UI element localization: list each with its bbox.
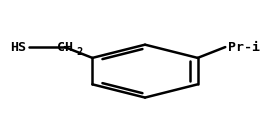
Text: Pr-i: Pr-i xyxy=(228,41,260,54)
Text: CH: CH xyxy=(57,41,73,54)
Text: 2: 2 xyxy=(77,47,83,57)
Text: HS: HS xyxy=(10,41,26,54)
